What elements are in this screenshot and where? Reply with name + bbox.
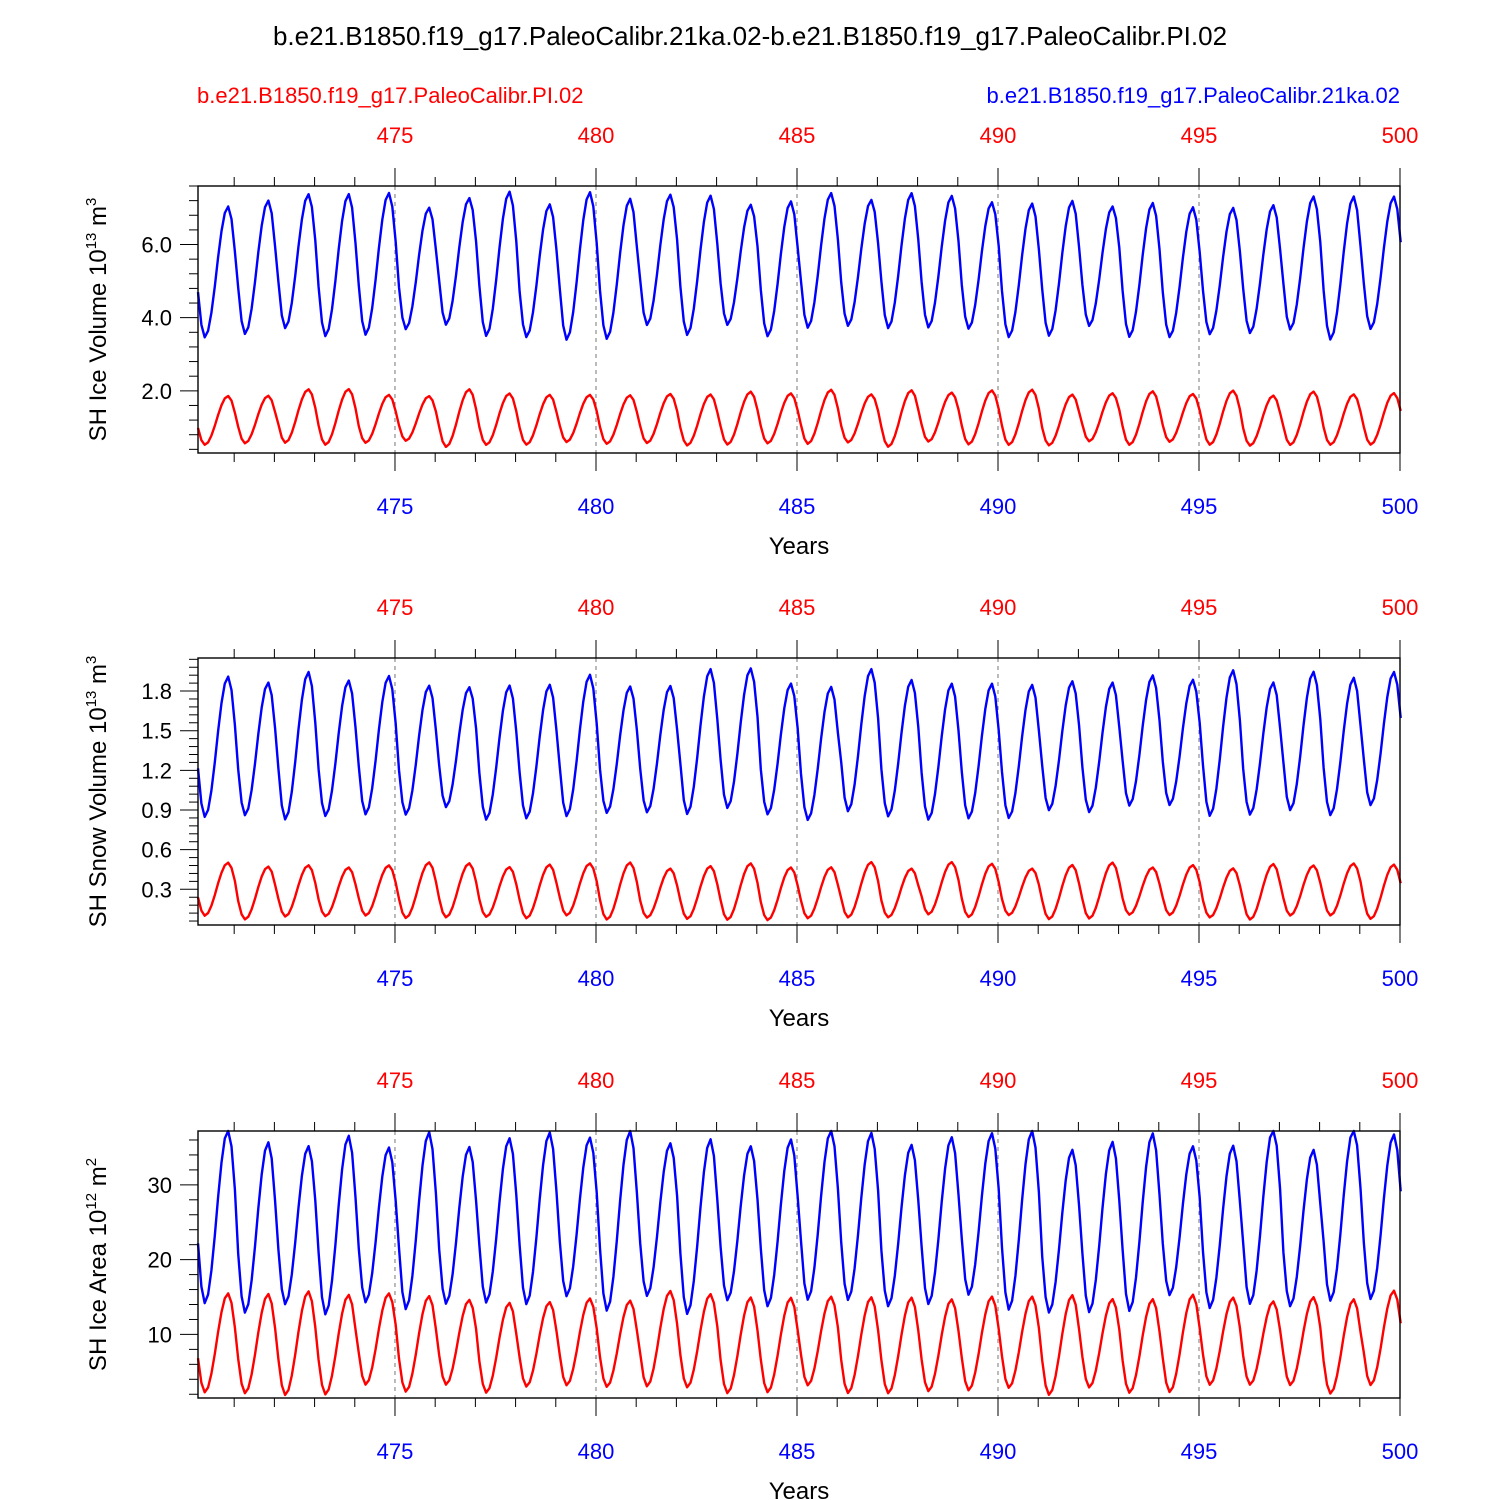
y-tick-label: 1.5 — [141, 719, 172, 744]
panel-3: 475 475 480 480 485 485 490 490 495 495 500 500 Year… — [83, 1068, 1418, 1500]
x-tick-label-bottom: 480 — [578, 1439, 615, 1464]
plot-frame — [197, 185, 1401, 454]
x-tick-label-top: 475 — [377, 595, 414, 620]
x-tick-label-top: 500 — [1382, 123, 1419, 148]
x-tick-label-bottom: 495 — [1181, 966, 1218, 991]
x-tick-label-bottom: 500 — [1382, 1439, 1419, 1464]
x-tick-label-top: 500 — [1382, 1068, 1419, 1093]
y-tick-label: 6.0 — [141, 233, 172, 258]
y-tick-label: 30 — [148, 1173, 172, 1198]
x-tick-label-top: 485 — [779, 595, 816, 620]
y-tick-label: 0.6 — [141, 838, 172, 863]
x-tick-label-top: 480 — [578, 1068, 615, 1093]
plot-frame — [197, 1130, 1401, 1399]
y-tick-label: 1.2 — [141, 758, 172, 783]
y-tick-label: 0.9 — [141, 798, 172, 823]
y-tick-label: 10 — [148, 1322, 172, 1347]
y-axis-label: SH Snow Volume 1013 m3 — [83, 656, 112, 928]
panel-2: 475 475 480 480 485 485 490 490 495 495 500 500 Year… — [83, 595, 1418, 1032]
x-tick-label-top: 485 — [779, 1068, 816, 1093]
x-tick-label-bottom: 500 — [1382, 966, 1419, 991]
panel-1: 475 475 480 480 485 485 490 490 495 495 500 500 Year… — [83, 123, 1418, 560]
y-tick-label: 0.3 — [141, 877, 172, 902]
x-tick-label-bottom: 480 — [578, 966, 615, 991]
x-tick-label-top: 500 — [1382, 595, 1419, 620]
y-axis-label: SH Ice Volume 1013 m3 — [83, 198, 112, 442]
x-axis-label: Years — [769, 1478, 830, 1500]
x-tick-label-top: 480 — [578, 595, 615, 620]
y-tick-label: 1.8 — [141, 679, 172, 704]
x-tick-label-bottom: 495 — [1181, 494, 1218, 519]
x-tick-label-top: 495 — [1181, 595, 1218, 620]
series-line-21ka — [196, 667, 1402, 822]
series-line-21ka — [196, 1129, 1402, 1316]
y-axis-label: SH Ice Area 1012 m2 — [83, 1158, 112, 1371]
x-tick-label-top: 495 — [1181, 1068, 1218, 1093]
legend-label-pi: b.e21.B1850.f19_g17.PaleoCalibr.PI.02 — [197, 83, 584, 108]
x-tick-label-top: 480 — [578, 123, 615, 148]
legend-label-21ka: b.e21.B1850.f19_g17.PaleoCalibr.21ka.02 — [987, 83, 1400, 108]
chart-title: b.e21.B1850.f19_g17.PaleoCalibr.21ka.02-… — [273, 21, 1227, 51]
panels: 475 475 480 480 485 485 490 490 495 495 500 500 Year… — [83, 123, 1418, 1500]
x-tick-label-bottom: 475 — [377, 494, 414, 519]
x-tick-label-bottom: 490 — [980, 494, 1017, 519]
x-tick-label-bottom: 490 — [980, 966, 1017, 991]
x-axis-label: Years — [769, 1005, 830, 1032]
y-tick-label: 2.0 — [141, 379, 172, 404]
plot-frame — [197, 657, 1401, 926]
series-line-21ka — [196, 190, 1402, 341]
x-tick-label-bottom: 495 — [1181, 1439, 1218, 1464]
x-tick-label-bottom: 475 — [377, 966, 414, 991]
x-tick-label-top: 475 — [377, 1068, 414, 1093]
x-tick-label-bottom: 485 — [779, 494, 816, 519]
x-axis-label: Years — [769, 533, 830, 560]
x-tick-label-top: 475 — [377, 123, 414, 148]
x-tick-label-bottom: 485 — [779, 966, 816, 991]
x-tick-label-bottom: 475 — [377, 1439, 414, 1464]
x-tick-label-top: 490 — [980, 595, 1017, 620]
x-tick-label-top: 490 — [980, 1068, 1017, 1093]
x-tick-label-bottom: 485 — [779, 1439, 816, 1464]
series-line-pi — [196, 860, 1402, 922]
x-tick-label-bottom: 480 — [578, 494, 615, 519]
x-tick-label-bottom: 500 — [1382, 494, 1419, 519]
x-tick-label-top: 485 — [779, 123, 816, 148]
series-line-pi — [196, 1289, 1402, 1397]
y-tick-label: 4.0 — [141, 306, 172, 331]
x-tick-label-bottom: 490 — [980, 1439, 1017, 1464]
x-tick-label-top: 490 — [980, 123, 1017, 148]
y-tick-label: 20 — [148, 1248, 172, 1273]
x-tick-label-top: 495 — [1181, 123, 1218, 148]
series-line-pi — [196, 387, 1402, 449]
